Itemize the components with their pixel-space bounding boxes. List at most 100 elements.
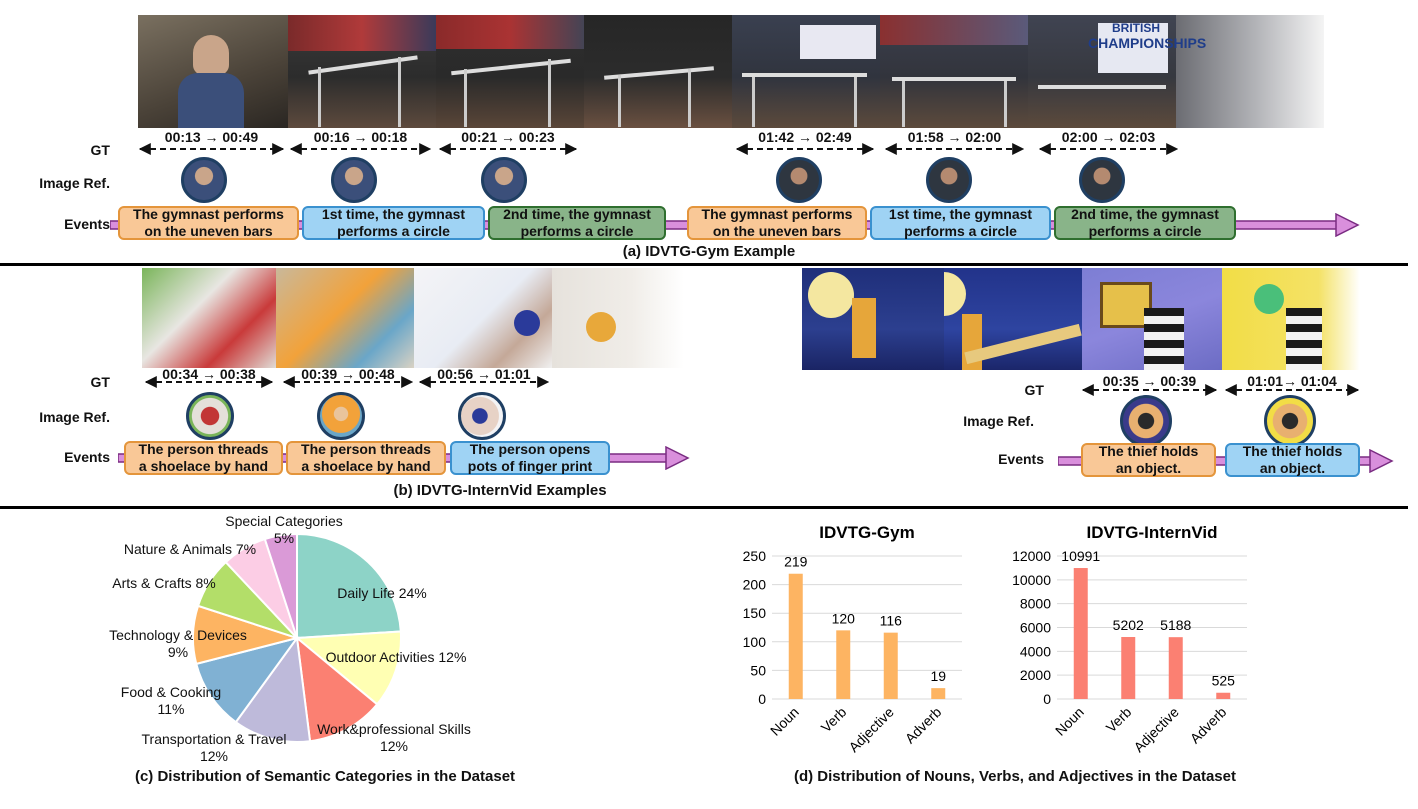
gym-gt-time-2: 00:16 → 00:18: [313, 129, 408, 145]
gym-event-3-line-1: 2nd time, the gymnast: [503, 206, 651, 222]
gym-image-ref-6: [1079, 157, 1125, 203]
bar-chart-1-category-verb: Verb: [818, 704, 850, 736]
gym-frame-3: [436, 15, 584, 128]
internvid-left-event-1-line-1: The person threads: [138, 441, 269, 457]
internvid-right-event-2-line-1: The thief holds: [1242, 443, 1343, 459]
internvid-left-frame-2: [276, 268, 414, 368]
bar-chart-2-value-adverb: 525: [1212, 673, 1236, 689]
pie-label-5: Food & Cooking 11%: [121, 684, 221, 717]
semantic-category-pie-chart: Daily Life 24% Outdoor Activities 12% Work…: [109, 513, 471, 764]
bar-chart-1-value-verb: 120: [832, 610, 856, 626]
championship-banner-line-1: BRITISH: [1112, 21, 1160, 35]
gym-event-2-line-1: 1st time, the gymnast: [321, 206, 466, 222]
internvid-left-image-ref-label: Image Ref.: [39, 409, 110, 425]
internvid-right-frame-2: [944, 268, 1082, 370]
gym-event-5: 1st time, the gymnast performs a circle: [870, 206, 1051, 240]
internvid-left-event-1-line-2: a shoelace by hand: [138, 458, 269, 474]
gym-event-2: 1st time, the gymnast performs a circle: [302, 206, 485, 240]
gym-event-2-line-2: performs a circle: [337, 223, 450, 239]
gym-gt-time-4: 01:42 → 02:49: [758, 129, 852, 145]
bar-chart-2-value-verb: 5202: [1113, 617, 1144, 633]
gym-event-6-line-1: 2nd time, the gymnast: [1071, 206, 1219, 222]
internvid-word-bar-chart: IDVTG-InternVid 0 2000 4000 6000 8000 10000 120…: [1012, 523, 1247, 755]
gym-image-ref-5: [926, 157, 972, 203]
internvid-right-gt-time-1: 00:35 → 00:39: [1102, 373, 1197, 389]
internvid-left-events-label: Events: [64, 449, 110, 465]
championship-banner-line-2: CHAMPIONSHIPS: [1088, 35, 1207, 51]
gym-event-6-line-2: performs a circle: [1088, 223, 1202, 239]
bar-chart-2-ytick-1: 2000: [1020, 667, 1051, 683]
pie-slice-1: [296, 532, 402, 640]
gym-gt-time-1: 00:13 → 00:49: [164, 129, 259, 145]
bar-chart-2-category-noun: Noun: [1052, 704, 1087, 739]
bar-chart-2-value-adjective: 5188: [1160, 617, 1191, 633]
panel-c-caption: (c) Distribution of Semantic Categories …: [134, 768, 516, 785]
gym-gt-time-6: 02:00 → 02:03: [1061, 129, 1156, 145]
gym-event-5-line-2: performs a circle: [904, 223, 1017, 239]
internvid-gt-arrows: [144, 376, 1360, 396]
bar-chart-1-ytick-0: 0: [758, 691, 766, 707]
internvid-left-gt-time-3: 00:56 → 01:01: [437, 366, 531, 382]
internvid-left-image-ref-2: [317, 392, 365, 440]
bar-chart-1-ytick-3: 150: [743, 605, 767, 621]
panel-b-caption: (b) IDVTG-InternVid Examples: [393, 482, 607, 499]
internvid-right-image-ref-2: [1264, 395, 1316, 447]
pie-label-4: Transportation & Travel 12%: [142, 731, 287, 764]
divider-2: [0, 506, 1408, 509]
bar-chart-1-title: IDVTG-Gym: [819, 523, 914, 542]
gym-event-4: The gymnast performs on the uneven bars: [687, 206, 867, 240]
internvid-left-image-ref-1: [186, 392, 234, 440]
bar-chart-2-ytick-5: 10000: [1012, 572, 1051, 588]
gym-event-1: The gymnast performs on the uneven bars: [118, 206, 299, 240]
gym-frame-1: [138, 15, 288, 128]
internvid-right-event-1-line-1: The thief holds: [1098, 443, 1199, 459]
internvid-left-image-ref-3: [458, 392, 506, 440]
internvid-right-event-1-line-2: an object.: [1115, 460, 1182, 476]
bar-chart-2-bar-adjective: [1168, 637, 1183, 699]
internvid-right-image-ref-1: [1120, 395, 1172, 447]
internvid-left-gt-label: GT: [90, 374, 110, 390]
gym-image-ref-1: [181, 157, 227, 203]
bar-chart-2-ytick-2: 4000: [1020, 643, 1051, 659]
bar-chart-1-category-adverb: Adverb: [902, 704, 945, 747]
gym-word-bar-chart: IDVTG-Gym 0 50 100 150 200 250 219 Noun 120 Verb 11…: [743, 523, 962, 755]
gym-frame-6: [880, 15, 1028, 128]
gym-image-ref-4: [776, 157, 822, 203]
internvid-left-event-1: The person threads a shoelace by hand: [124, 441, 283, 475]
pie-label-2: Outdoor Activities 12%: [326, 649, 467, 665]
bar-chart-1-ytick-5: 250: [743, 548, 767, 564]
bar-chart-2-bar-adverb: [1216, 692, 1231, 699]
bar-chart-1-bar-noun: [788, 573, 803, 699]
bar-chart-1-ytick-2: 100: [743, 634, 767, 650]
gym-image-ref-label: Image Ref.: [39, 175, 110, 191]
bar-chart-1-bar-verb: [836, 630, 851, 699]
internvid-right-gt-label: GT: [1024, 382, 1044, 398]
gym-event-4-line-2: on the uneven bars: [712, 223, 842, 239]
gym-frame-2: [288, 15, 436, 128]
pie-label-8: Nature & Animals 7%: [124, 541, 256, 557]
bar-chart-2-ytick-6: 12000: [1012, 548, 1051, 564]
bar-chart-1-value-adjective: 116: [880, 613, 903, 629]
internvid-right-event-1: The thief holds an object.: [1081, 443, 1216, 477]
gym-frame-5: [732, 15, 880, 128]
bar-chart-1-bar-adjective: [883, 632, 898, 699]
gym-gt-time-3: 00:21 → 00:23: [461, 129, 555, 145]
gym-image-ref-3: [481, 157, 527, 203]
bar-chart-1-category-noun: Noun: [767, 704, 802, 739]
bar-chart-2-ytick-3: 6000: [1020, 620, 1051, 636]
pie-label-6: Technology & Devices 9%: [109, 627, 247, 660]
pie-slice-4: [234, 635, 312, 743]
gym-frame-4: [584, 15, 732, 128]
pie-slice-2: [294, 630, 402, 706]
pie-label-1: Daily Life 24%: [337, 585, 427, 601]
bar-chart-2-bar-verb: [1121, 637, 1136, 699]
gym-frame-8: [1176, 15, 1324, 128]
internvid-left-event-3-line-1: The person opens: [469, 441, 591, 457]
internvid-right-frame-3: [1082, 268, 1222, 370]
internvid-left-event-2-line-1: The person threads: [301, 441, 431, 457]
internvid-right-gt-time-2: 01:01→ 01:04: [1247, 373, 1337, 389]
bar-chart-2-value-noun: 10991: [1061, 548, 1100, 564]
gym-event-1-line-1: The gymnast performs: [133, 206, 284, 222]
panel-d-caption: (d) Distribution of Nouns, Verbs, and Ad…: [793, 768, 1236, 785]
gym-event-1-line-2: on the uneven bars: [144, 223, 273, 239]
